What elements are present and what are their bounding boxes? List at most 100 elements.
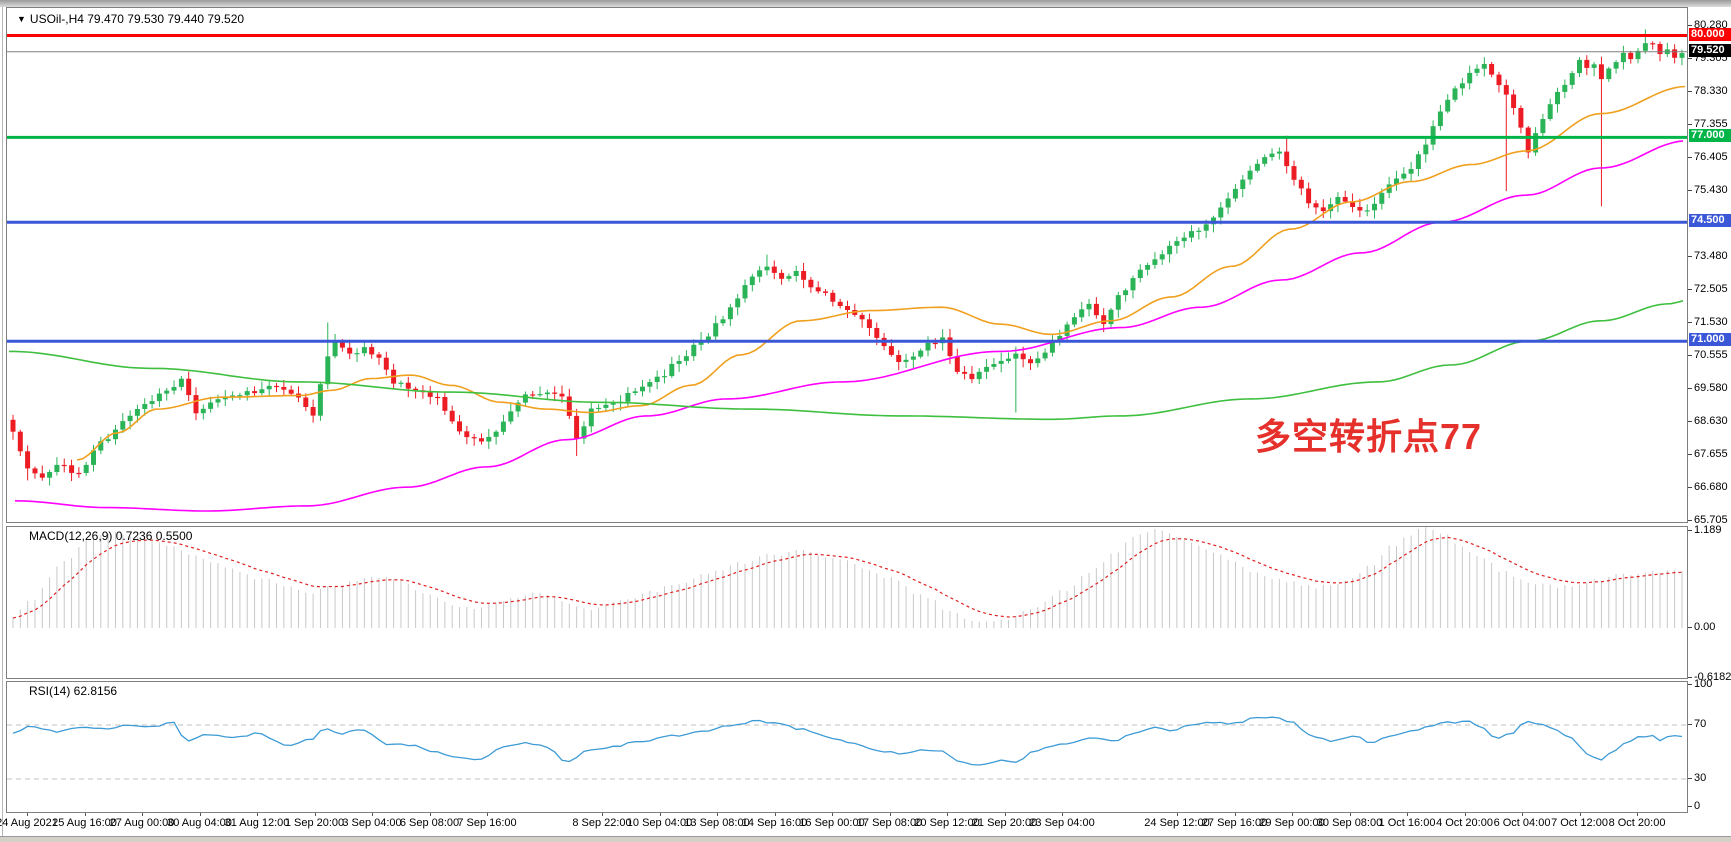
time-axis-tick	[84, 813, 86, 816]
time-axis-tick	[314, 813, 316, 816]
price-axis-tick	[1688, 486, 1692, 488]
rsi-canvas[interactable]	[7, 682, 1687, 812]
time-axis-label: 31 Aug 12:00	[224, 817, 290, 829]
rsi-axis-tick	[1688, 683, 1692, 685]
price-level-tag: 80.000	[1689, 27, 1731, 41]
price-level-tag: 74.500	[1689, 214, 1731, 228]
price-axis-label: 70.555	[1694, 349, 1728, 362]
price-level-tag: 71.000	[1689, 333, 1731, 347]
time-axis-label: 10 Sep 04:00	[626, 817, 693, 829]
time-axis-label: 7 Sep 16:00	[457, 817, 517, 829]
symbol-title: ▼ USOil-,H4 79.470 79.530 79.440 79.520	[17, 12, 244, 26]
time-axis-tick	[1349, 813, 1351, 816]
current-price-tag: 79.520	[1689, 43, 1731, 57]
price-axis-label: 71.530	[1694, 316, 1728, 329]
time-axis[interactable]: 24 Aug 2021 25 Aug 16:00 27 Aug 00:00 30 Au…	[0, 813, 1688, 836]
price-axis-label: 69.580	[1694, 382, 1728, 395]
time-axis-label: 8 Sep 22:00	[572, 817, 632, 829]
time-axis-tick	[659, 813, 661, 816]
price-axis-tick	[1688, 189, 1692, 191]
rsi-axis-tick	[1688, 806, 1692, 807]
time-axis-label: 14 Sep 16:00	[741, 817, 808, 829]
macd-axis-tick	[1688, 677, 1692, 679]
time-axis-label: 1 Oct 16:00	[1378, 817, 1436, 829]
time-axis-tick	[1234, 813, 1236, 816]
time-axis-tick	[1062, 813, 1063, 816]
price-axis-tick	[1688, 91, 1692, 93]
price-axis-label: 73.480	[1694, 249, 1728, 262]
time-axis-tick	[487, 813, 488, 816]
time-axis-tick	[1292, 813, 1293, 816]
time-axis-tick	[142, 813, 143, 816]
price-axis-label: 66.680	[1694, 480, 1728, 493]
price-axis-label: 76.405	[1694, 150, 1728, 163]
macd-axis-tick	[1688, 529, 1692, 531]
time-axis-tick	[257, 813, 258, 816]
time-axis-label: 24 Sep 12:00	[1144, 817, 1210, 829]
time-axis-label: 1 Sep 20:00	[284, 817, 345, 829]
time-axis-tick	[1464, 813, 1466, 816]
rsi-label: RSI(14) 62.8156	[29, 684, 118, 698]
window-left-border	[2, 7, 3, 836]
price-axis-tick	[1688, 388, 1692, 390]
price-axis-tick	[1688, 124, 1692, 126]
rsi-axis-tick	[1688, 724, 1692, 725]
time-axis-label: 24 Aug 2021	[0, 817, 58, 829]
time-axis-label: 23 Sep 04:00	[1029, 817, 1095, 829]
time-axis-tick	[1522, 813, 1523, 816]
time-axis-tick	[1637, 813, 1638, 816]
price-chart-panel[interactable]: ▼ USOil-,H4 79.470 79.530 79.440 79.520 多…	[6, 7, 1688, 523]
time-axis-tick	[774, 813, 776, 816]
price-axis-label: 67.655	[1694, 447, 1728, 460]
time-axis-label: 7 Oct 12:00	[1551, 817, 1608, 829]
time-axis-tick	[889, 813, 891, 816]
chart-annotation-text: 多空转折点77	[1255, 416, 1483, 457]
price-chart-canvas[interactable]	[7, 8, 1687, 522]
price-axis-label: 68.630	[1694, 414, 1728, 427]
rsi-axis-label: 70	[1694, 718, 1707, 730]
price-axis-tick	[1688, 58, 1692, 60]
time-axis-label: 27 Aug 00:00	[109, 817, 175, 829]
time-axis-label: 17 Sep 08:00	[856, 817, 923, 829]
time-axis-label: 8 Oct 20:00	[1608, 817, 1666, 829]
price-axis-tick	[1688, 289, 1692, 291]
price-axis-tick	[1688, 520, 1692, 521]
macd-indicator-panel[interactable]: MACD(12,26,9) 0.7236 0.5500	[6, 526, 1688, 679]
price-level-tag: 77.000	[1689, 129, 1731, 143]
macd-axis-tick	[1688, 627, 1692, 628]
price-axis-label: 75.430	[1694, 183, 1728, 196]
price-axis-tick	[1688, 156, 1692, 158]
time-axis-label: 6 Oct 04:00	[1493, 817, 1551, 829]
price-axis-label: 65.705	[1694, 514, 1728, 526]
time-axis-tick	[372, 813, 373, 816]
price-axis-tick	[1688, 322, 1692, 324]
window-top-border	[0, 0, 1731, 7]
macd-canvas[interactable]	[7, 527, 1687, 678]
window-bottom-border	[0, 836, 1731, 842]
time-axis-label: 6 Sep 08:00	[399, 817, 460, 829]
time-axis-label: 20 Sep 12:00	[914, 817, 980, 829]
time-axis-tick	[27, 813, 28, 816]
rsi-indicator-panel[interactable]: RSI(14) 62.8156	[6, 681, 1688, 813]
price-axis-tick	[1688, 355, 1692, 357]
time-axis-label: 16 Sep 00:00	[799, 817, 865, 829]
time-axis-tick	[1579, 813, 1581, 816]
price-axis-label: 77.355	[1694, 118, 1728, 131]
time-axis-tick	[199, 813, 201, 816]
time-axis-tick	[1407, 813, 1408, 816]
time-axis-label: 30 Aug 04:00	[167, 817, 232, 829]
time-axis-tick	[602, 813, 603, 816]
symbol-title-text: USOil-,H4 79.470 79.530 79.440 79.520	[29, 12, 245, 26]
time-axis-label: 21 Sep 20:00	[971, 817, 1038, 829]
symbol-dropdown-icon[interactable]: ▼	[17, 14, 26, 24]
time-axis-label: 25 Aug 16:00	[52, 817, 117, 829]
time-axis-label: 27 Sep 16:00	[1201, 817, 1268, 829]
time-axis-label: 4 Oct 20:00	[1436, 817, 1493, 829]
time-axis-label: 29 Sep 00:00	[1259, 817, 1325, 829]
time-axis-tick	[1004, 813, 1006, 816]
rsi-axis-label: 0	[1694, 800, 1701, 812]
time-axis-tick	[947, 813, 948, 816]
price-axis-tick	[1688, 453, 1692, 455]
time-axis-label: 13 Sep 08:00	[684, 817, 750, 829]
